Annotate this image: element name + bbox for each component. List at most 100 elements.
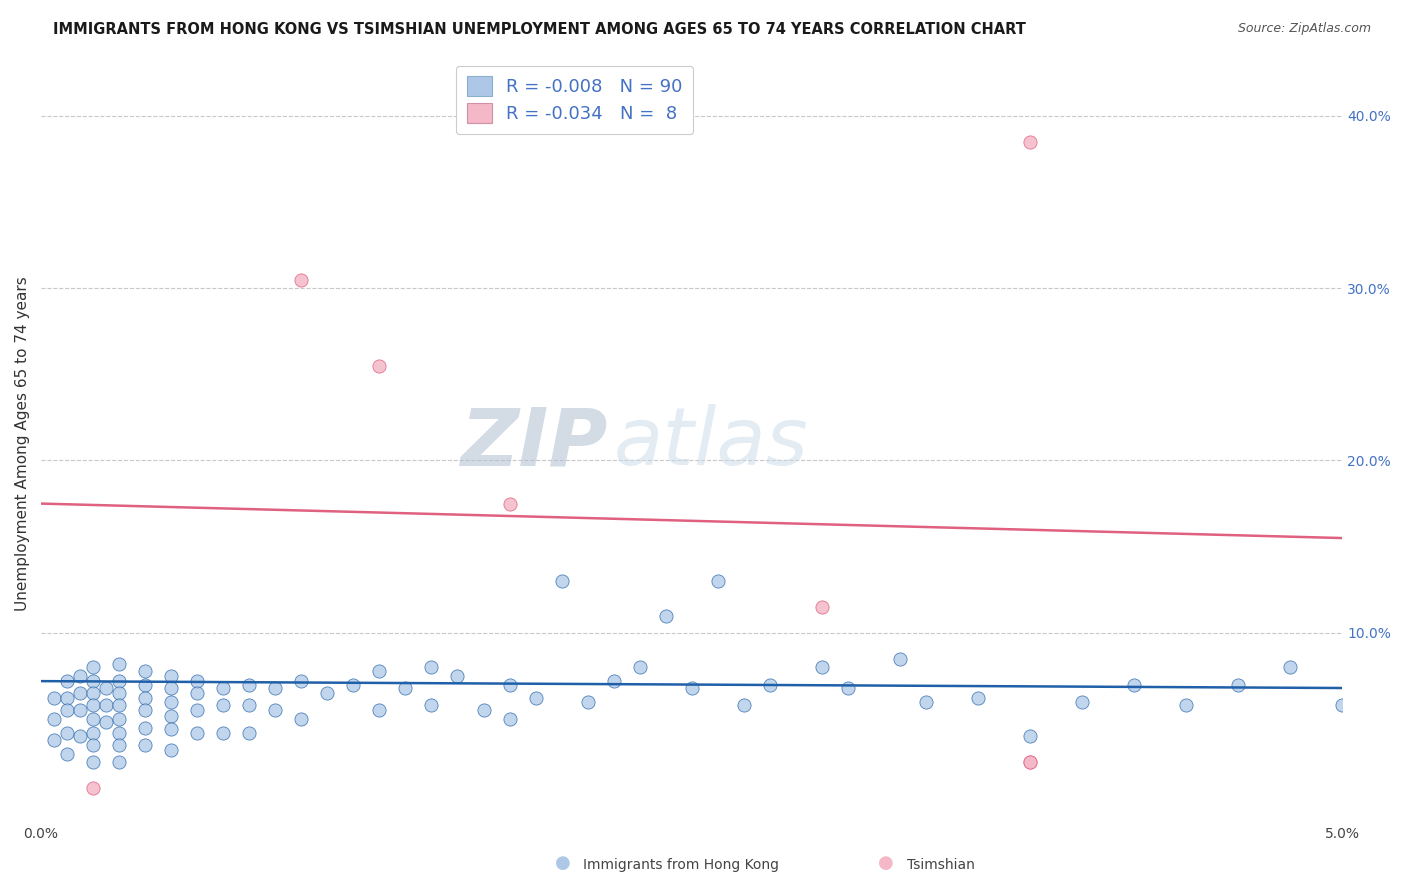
Point bbox=[550, 574, 572, 589]
Point bbox=[108, 686, 131, 700]
Point bbox=[82, 660, 104, 674]
Text: Immigrants from Hong Kong: Immigrants from Hong Kong bbox=[583, 858, 779, 872]
Point bbox=[628, 660, 651, 674]
Point bbox=[1019, 135, 1042, 149]
Point bbox=[160, 669, 183, 683]
Point bbox=[316, 686, 339, 700]
Point bbox=[82, 780, 104, 795]
Point bbox=[42, 732, 65, 747]
Point bbox=[394, 681, 416, 695]
Point bbox=[1227, 677, 1250, 691]
Point bbox=[498, 712, 520, 726]
Point bbox=[82, 755, 104, 769]
Point bbox=[1019, 729, 1042, 743]
Point bbox=[82, 726, 104, 740]
Point bbox=[160, 723, 183, 737]
Point bbox=[524, 691, 547, 706]
Point bbox=[56, 726, 79, 740]
Text: ●: ● bbox=[877, 855, 894, 872]
Text: Source: ZipAtlas.com: Source: ZipAtlas.com bbox=[1237, 22, 1371, 36]
Legend: R = -0.008   N = 90, R = -0.034   N =  8: R = -0.008 N = 90, R = -0.034 N = 8 bbox=[456, 65, 693, 134]
Text: ZIP: ZIP bbox=[460, 404, 607, 483]
Point bbox=[967, 691, 990, 706]
Point bbox=[290, 674, 312, 689]
Point bbox=[82, 712, 104, 726]
Point bbox=[810, 599, 832, 614]
Point bbox=[82, 698, 104, 713]
Point bbox=[96, 681, 118, 695]
Point bbox=[681, 681, 703, 695]
Point bbox=[1175, 698, 1198, 713]
Point bbox=[758, 677, 780, 691]
Point bbox=[238, 677, 260, 691]
Point bbox=[82, 686, 104, 700]
Text: Tsimshian: Tsimshian bbox=[907, 858, 974, 872]
Point bbox=[889, 651, 911, 665]
Point bbox=[420, 660, 443, 674]
Point bbox=[1071, 695, 1094, 709]
Point bbox=[810, 660, 832, 674]
Point bbox=[56, 691, 79, 706]
Point bbox=[290, 272, 312, 286]
Point bbox=[134, 738, 156, 752]
Point bbox=[420, 698, 443, 713]
Point bbox=[108, 738, 131, 752]
Point bbox=[42, 712, 65, 726]
Point bbox=[446, 669, 468, 683]
Point bbox=[186, 726, 208, 740]
Point bbox=[186, 686, 208, 700]
Text: IMMIGRANTS FROM HONG KONG VS TSIMSHIAN UNEMPLOYMENT AMONG AGES 65 TO 74 YEARS CO: IMMIGRANTS FROM HONG KONG VS TSIMSHIAN U… bbox=[53, 22, 1026, 37]
Point bbox=[654, 608, 676, 623]
Point bbox=[186, 674, 208, 689]
Text: atlas: atlas bbox=[613, 404, 808, 483]
Point bbox=[602, 674, 624, 689]
Point bbox=[160, 708, 183, 723]
Point bbox=[837, 681, 859, 695]
Point bbox=[1019, 755, 1042, 769]
Point bbox=[472, 703, 495, 717]
Point bbox=[186, 703, 208, 717]
Point bbox=[134, 691, 156, 706]
Point bbox=[82, 738, 104, 752]
Point bbox=[108, 726, 131, 740]
Point bbox=[56, 703, 79, 717]
Point bbox=[368, 664, 391, 678]
Point bbox=[69, 669, 91, 683]
Point bbox=[108, 674, 131, 689]
Point bbox=[264, 703, 287, 717]
Point bbox=[212, 681, 235, 695]
Text: ●: ● bbox=[554, 855, 571, 872]
Point bbox=[264, 681, 287, 695]
Point bbox=[1279, 660, 1302, 674]
Point bbox=[1331, 698, 1354, 713]
Point bbox=[342, 677, 364, 691]
Point bbox=[134, 677, 156, 691]
Point bbox=[1123, 677, 1146, 691]
Point bbox=[134, 664, 156, 678]
Point bbox=[56, 747, 79, 761]
Point bbox=[368, 359, 391, 373]
Point bbox=[108, 755, 131, 769]
Point bbox=[134, 721, 156, 735]
Point bbox=[576, 695, 599, 709]
Point bbox=[238, 726, 260, 740]
Point bbox=[96, 698, 118, 713]
Point bbox=[238, 698, 260, 713]
Point bbox=[160, 743, 183, 757]
Y-axis label: Unemployment Among Ages 65 to 74 years: Unemployment Among Ages 65 to 74 years bbox=[15, 276, 30, 611]
Point bbox=[368, 703, 391, 717]
Point bbox=[212, 726, 235, 740]
Point bbox=[69, 703, 91, 717]
Point bbox=[69, 686, 91, 700]
Point bbox=[96, 715, 118, 730]
Point bbox=[915, 695, 938, 709]
Point bbox=[212, 698, 235, 713]
Point bbox=[498, 497, 520, 511]
Point bbox=[160, 681, 183, 695]
Point bbox=[82, 674, 104, 689]
Point bbox=[160, 695, 183, 709]
Point bbox=[108, 712, 131, 726]
Point bbox=[1019, 755, 1042, 769]
Point bbox=[56, 674, 79, 689]
Point bbox=[290, 712, 312, 726]
